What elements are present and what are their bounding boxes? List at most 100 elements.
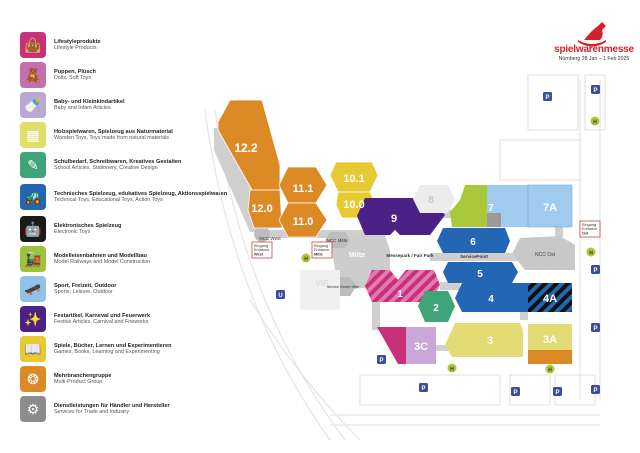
hall-label: 11.0 xyxy=(293,216,314,228)
parking-icon: P xyxy=(511,387,520,396)
legend-label-de: Sport, Freizeit, Outdoor xyxy=(54,282,117,289)
rocking-horse-logo xyxy=(578,22,606,47)
hall-1[interactable] xyxy=(365,270,440,302)
servicepoint-label: ServicePoint xyxy=(460,254,488,259)
brand: spielwarenmesse Nürnberg 28 Jan – 1 Feb … xyxy=(548,44,640,62)
halls xyxy=(217,99,573,364)
parking-icon: P xyxy=(591,385,600,394)
svg-text:P: P xyxy=(593,388,597,394)
legend-label-en: Dolls, Soft Toys xyxy=(54,75,92,82)
svg-text:P: P xyxy=(593,88,597,94)
legend-label-de: Festartikel, Karneval und Feuerwerk xyxy=(54,312,151,319)
entrance-ost-label: Eingang xyxy=(582,223,596,227)
legend-item: 📖 Spiele, Bücher, Lernen und Experimenti… xyxy=(20,336,230,362)
legend-label-en: Sports, Leisure, Outdoor xyxy=(54,289,113,296)
entrance-mitte-label: Mitte xyxy=(314,253,323,257)
messepark-label: Messepark / Fair Park xyxy=(386,253,434,258)
teddy-bear-icon: 🧸 xyxy=(20,62,46,88)
legend-label-de: Modelleisenbahnen und Modellbau xyxy=(54,252,147,259)
entrance-ost-box xyxy=(579,220,601,238)
pencil-icon: ✎ xyxy=(20,152,46,178)
hall-3c-pink[interactable] xyxy=(377,327,406,364)
legend-label-en: Baby and Infant Articles xyxy=(54,105,111,112)
hall-label: 4A xyxy=(543,293,557,305)
legend-label-de: Elektronisches Spielzeug xyxy=(54,222,122,229)
svg-text:H: H xyxy=(304,257,308,263)
hall-7-service xyxy=(487,213,501,227)
book-icon: 📖 xyxy=(20,336,46,362)
hall-7a[interactable] xyxy=(527,184,573,228)
svg-text:H: H xyxy=(450,367,454,373)
legend-label-en: Wooden Toys, Toys made from natural mate… xyxy=(54,135,170,142)
hall-label: 11.1 xyxy=(293,183,314,195)
robot-icon: 🤖 xyxy=(20,216,46,242)
entrance-mitte-label: Eingang xyxy=(314,244,328,248)
legend-label-de: Puppen, Plüsch xyxy=(54,68,96,75)
hall-label: 5 xyxy=(477,269,483,280)
hall-3a[interactable] xyxy=(528,324,572,350)
hall-4[interactable] xyxy=(455,283,528,312)
parking-icon: P xyxy=(543,92,552,101)
hall-3c[interactable] xyxy=(406,327,436,364)
train-icon: 🚂 xyxy=(20,246,46,272)
hall-7-green[interactable] xyxy=(450,185,487,227)
legend-item: 🤖 Elektronisches Spielzeug Electronic Toy… xyxy=(20,216,230,242)
legend-item: 🚂 Modelleisenbahnen und Modellbau Model R… xyxy=(20,246,230,272)
legend-item: ✎ Schulbedarf, Schreibwaren, Kreatives G… xyxy=(20,152,230,178)
legend-label-en: Multi-Product Group xyxy=(54,379,103,386)
svg-text:H: H xyxy=(593,120,597,126)
vip-area xyxy=(300,270,340,310)
entrance-west-label: Entrance xyxy=(254,248,269,252)
bus-stop-icon: H xyxy=(301,253,311,263)
hall-label: 12.2 xyxy=(234,141,258,155)
entrance-west-box xyxy=(251,241,273,259)
excavator-icon: 🚜 xyxy=(20,184,46,210)
svg-text:U: U xyxy=(278,293,282,299)
entrance-west-label: Eingang xyxy=(254,244,268,248)
vip-label: VIP xyxy=(316,279,330,288)
legend-label-de: Holzspielwaren, Spielzeug aus Naturmater… xyxy=(54,128,173,135)
hall-6[interactable] xyxy=(437,228,510,253)
ncc-ost-label: NCC Ost xyxy=(535,252,556,258)
legend-label-de: Technisches Spielzeug, edukatives Spielz… xyxy=(54,190,228,197)
hall-8[interactable] xyxy=(413,185,455,213)
parking-icon: P xyxy=(377,355,386,364)
legend-label-de: Spiele, Bücher, Lernen und Experimentier… xyxy=(54,342,172,349)
hall-11-0[interactable] xyxy=(278,202,328,238)
legend-item: ▦ Holzspielwaren, Spielzeug aus Naturmat… xyxy=(20,122,230,148)
bus-stop-icon: H xyxy=(586,247,596,257)
svg-text:P: P xyxy=(421,386,425,392)
parking-icon: P xyxy=(591,85,600,94)
svg-text:P: P xyxy=(593,326,597,332)
legend-label-de: Dienstleistungen für Händler und Herstel… xyxy=(54,402,170,409)
legend-label-en: Festive Articles, Carnival and Fireworks xyxy=(54,319,149,326)
hall-5[interactable] xyxy=(443,262,518,283)
legend-label-en: Lifestyle Products xyxy=(54,45,97,52)
skateboard-icon: 🛹 xyxy=(20,276,46,302)
hall-2[interactable] xyxy=(418,291,455,322)
hall-label: 9 xyxy=(391,213,397,225)
brand-name: spielwarenmesse xyxy=(554,44,634,55)
bus-stop-icon: H xyxy=(447,363,457,373)
hall-12-0[interactable] xyxy=(247,189,283,229)
subway-icon: U xyxy=(276,290,285,299)
hall-label: 6 xyxy=(470,237,476,248)
parking-icon: P xyxy=(591,323,600,332)
legend-item: 👜 Lifestyleprodukte Lifestyle Products xyxy=(20,32,230,58)
hall-label: 7A xyxy=(543,202,557,214)
hall-4a[interactable] xyxy=(528,283,572,312)
hall-3[interactable] xyxy=(445,323,523,357)
svg-text:P: P xyxy=(513,390,517,396)
parking-icon: P xyxy=(553,387,562,396)
bus-stop-icon: H xyxy=(590,116,600,126)
hall-label: 7 xyxy=(488,203,494,214)
svg-text:H: H xyxy=(548,368,552,374)
hall-label: 10.1 xyxy=(343,173,364,185)
legend-label-en: Technical Toys, Educational Toys, Action… xyxy=(54,197,163,204)
parking-icon: P xyxy=(591,265,600,274)
svg-text:P: P xyxy=(593,268,597,274)
parking-icon: P xyxy=(419,383,428,392)
hall-3a-orange[interactable] xyxy=(528,350,572,364)
legend-item: ⚙ Dienstleistungen für Händler und Herst… xyxy=(20,396,230,422)
